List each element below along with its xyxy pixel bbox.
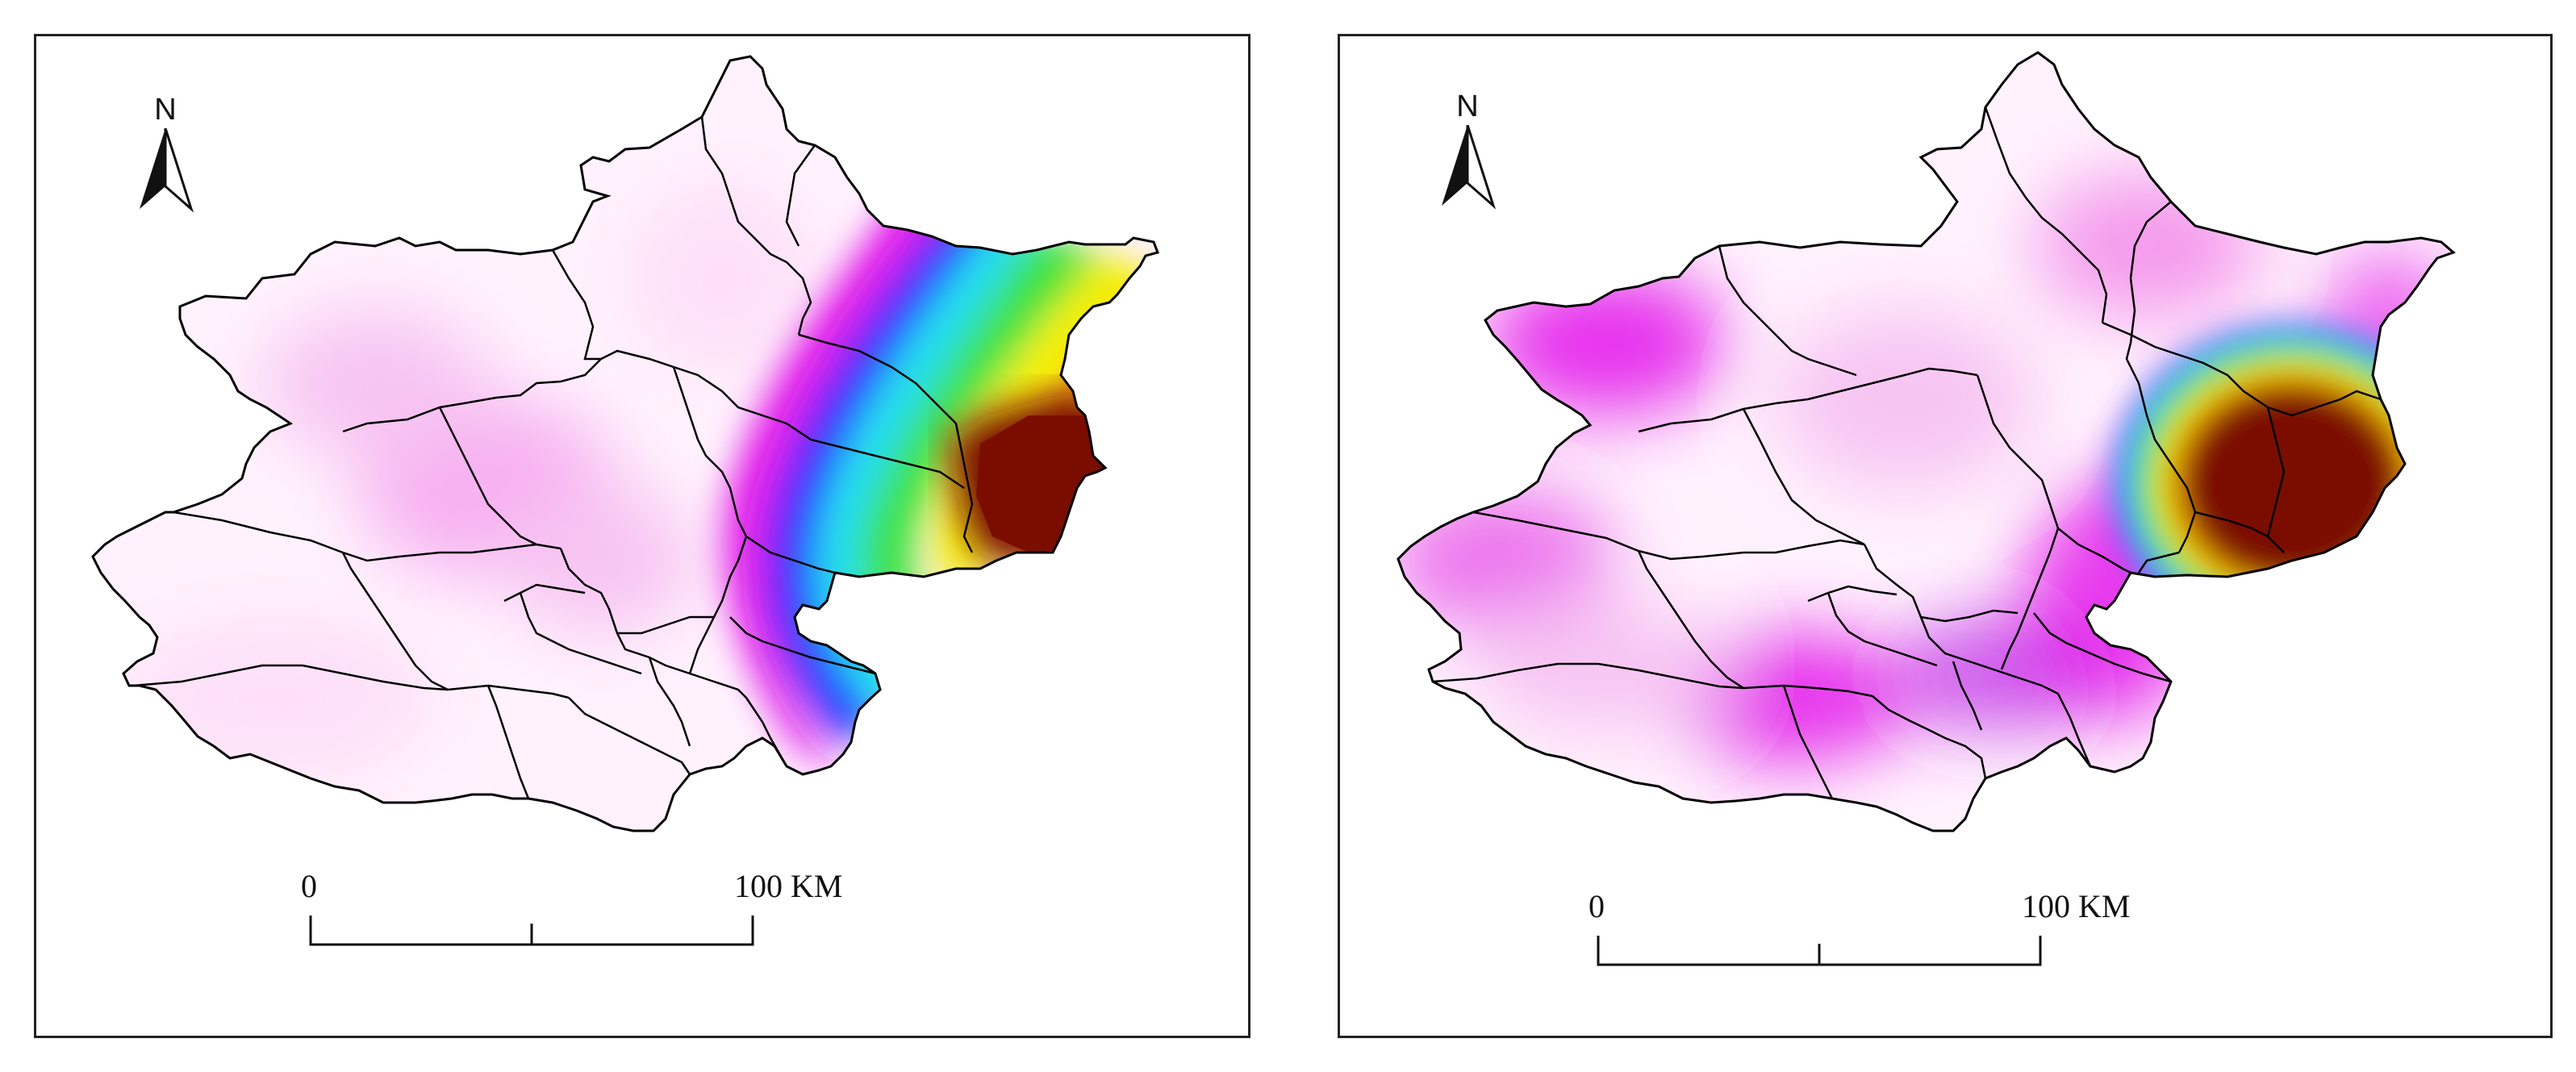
north-label-right: N xyxy=(1456,90,1479,123)
scale-bar-left: 0 100 KM xyxy=(294,867,875,956)
scale-end-label-left: 100 KM xyxy=(734,868,843,904)
scale-bar-graphic-right xyxy=(1597,936,2042,966)
scale-unit-label-left: KM xyxy=(791,868,843,904)
scale-start-label-left: 0 xyxy=(301,868,317,904)
map-panel-left: N 0 100 KM xyxy=(34,34,1250,1038)
scale-unit-label-right: KM xyxy=(2078,888,2131,924)
scale-start-label-right: 0 xyxy=(1589,888,1605,924)
north-arrow-icon xyxy=(1442,125,1497,210)
scale-end-label-right: 100 KM xyxy=(2022,888,2131,924)
map-right-canvas xyxy=(1397,51,2455,832)
district-boundaries-left xyxy=(132,116,974,799)
north-arrow-icon xyxy=(140,128,194,213)
north-arrow-left: N xyxy=(133,93,198,214)
district-boundaries-right xyxy=(1432,106,2382,799)
north-label-left: N xyxy=(154,93,177,127)
scale-bar-right: 0 100 KM xyxy=(1582,887,2163,976)
map-left-canvas xyxy=(91,55,1159,832)
north-arrow-right: N xyxy=(1435,90,1500,211)
map-panel-right: N 0 100 KM xyxy=(1338,34,2553,1038)
hotspot-right xyxy=(2102,315,2453,653)
scale-bar-graphic-left xyxy=(309,916,754,946)
